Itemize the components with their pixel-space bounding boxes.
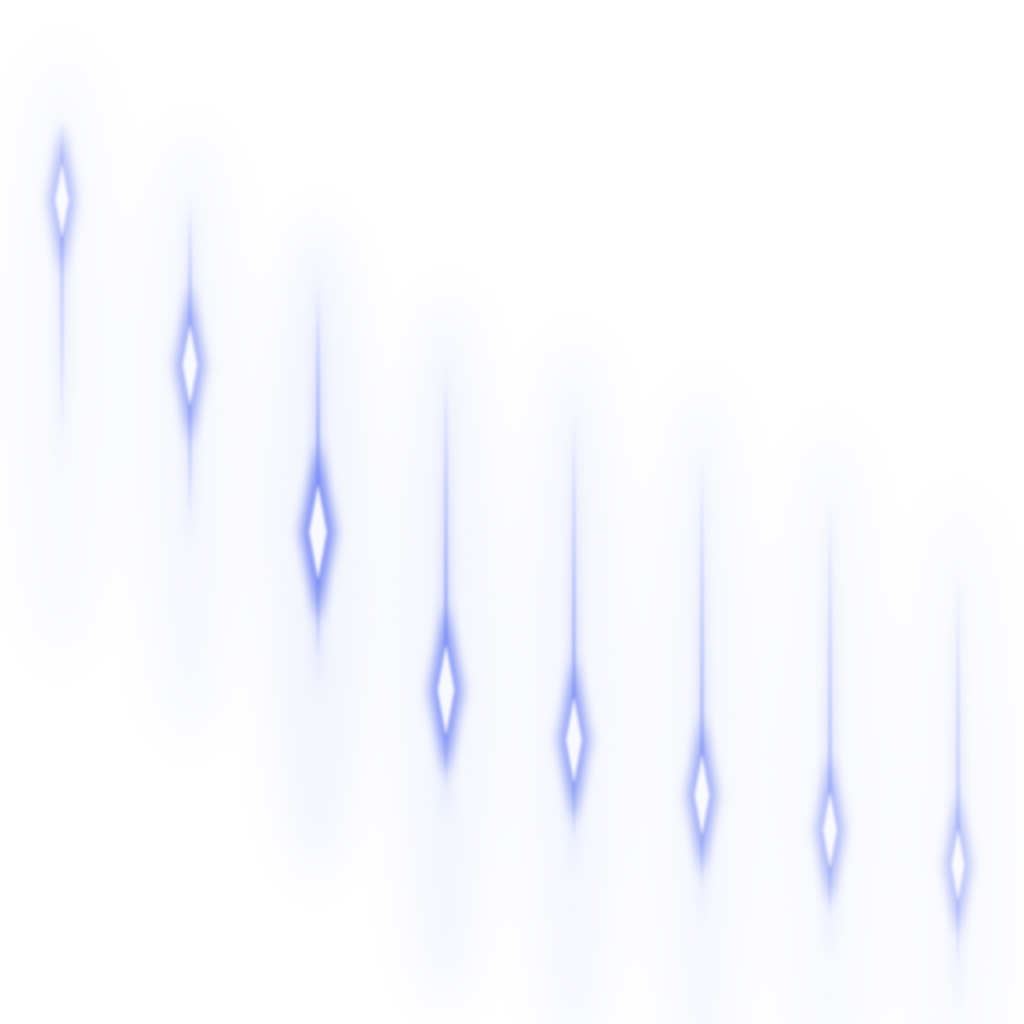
streak-diamond-core <box>694 753 710 837</box>
streak-diamond-core <box>823 790 837 870</box>
streak-diamond-core <box>55 161 69 239</box>
sparkle-streak <box>135 130 245 740</box>
sparkle-streak <box>903 500 1013 1024</box>
sparkle-streak <box>519 340 629 1024</box>
streak-diamond-core <box>309 484 327 580</box>
sparkle-streak <box>263 215 373 880</box>
streak-diamond-core <box>951 828 965 902</box>
sparkle-streak <box>391 295 501 1010</box>
streak-diamond-core <box>437 644 455 736</box>
streak-diamond-core <box>566 696 582 784</box>
sparkle-streak <box>775 430 885 1024</box>
streak-diamond-core <box>182 323 198 407</box>
sparkle-streak <box>7 50 117 660</box>
sparkle-streak <box>647 385 757 1024</box>
